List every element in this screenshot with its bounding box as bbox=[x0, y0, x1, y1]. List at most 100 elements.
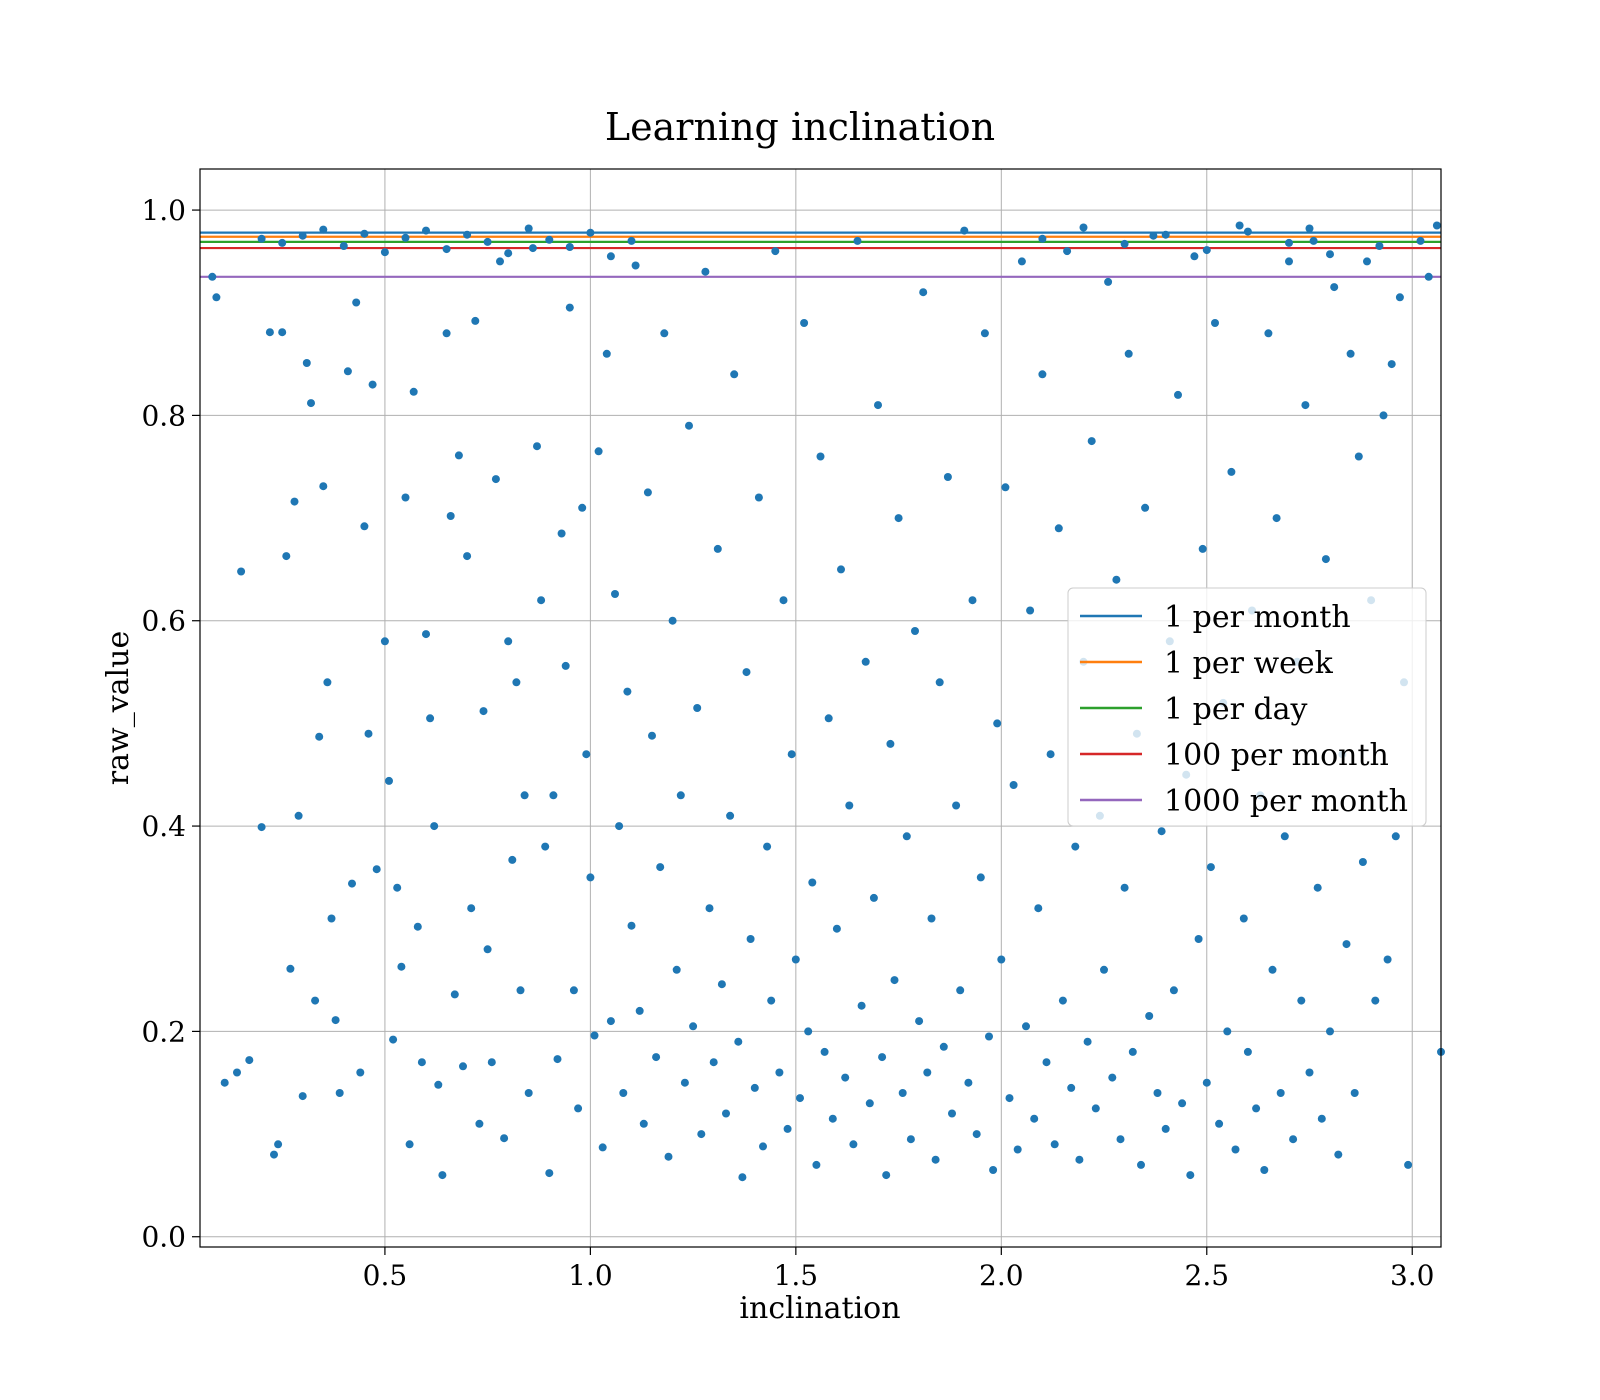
data-point bbox=[787, 750, 796, 759]
data-point bbox=[1174, 390, 1182, 399]
data-point bbox=[1330, 283, 1339, 292]
data-point bbox=[972, 1130, 981, 1139]
data-point bbox=[1346, 349, 1355, 358]
data-point bbox=[886, 739, 895, 748]
data-point bbox=[389, 1035, 398, 1044]
data-point bbox=[1120, 883, 1129, 892]
data-point bbox=[931, 1155, 940, 1164]
data-point bbox=[1416, 236, 1425, 245]
data-point bbox=[1252, 1104, 1261, 1113]
data-point bbox=[898, 1089, 907, 1097]
data-point bbox=[1391, 832, 1400, 841]
data-point bbox=[302, 359, 311, 367]
data-point bbox=[1223, 1027, 1232, 1036]
data-point bbox=[537, 596, 546, 605]
data-point bbox=[1091, 1104, 1100, 1113]
data-point bbox=[611, 590, 619, 598]
data-point bbox=[709, 1058, 718, 1067]
data-point bbox=[533, 442, 541, 451]
data-point bbox=[1005, 1094, 1014, 1103]
data-point bbox=[796, 1094, 804, 1103]
data-point bbox=[508, 855, 517, 864]
data-point bbox=[1169, 986, 1178, 995]
data-point bbox=[1046, 750, 1055, 759]
data-point bbox=[364, 729, 373, 738]
data-point bbox=[1050, 1140, 1059, 1149]
data-point bbox=[1120, 239, 1129, 248]
data-point bbox=[791, 955, 800, 964]
data-point bbox=[1038, 234, 1047, 243]
data-point bbox=[697, 1130, 706, 1139]
data-point bbox=[401, 493, 410, 502]
data-point bbox=[450, 990, 459, 999]
data-point bbox=[1354, 452, 1363, 461]
data-point bbox=[631, 261, 640, 270]
data-point bbox=[475, 1119, 484, 1128]
data-point bbox=[828, 1114, 837, 1123]
data-point bbox=[1153, 1089, 1162, 1097]
data-point bbox=[524, 224, 533, 233]
data-point bbox=[775, 1068, 784, 1077]
data-point bbox=[660, 329, 669, 338]
x-tick-label: 1.0 bbox=[568, 1259, 613, 1292]
data-point bbox=[1227, 467, 1236, 476]
data-point bbox=[483, 945, 492, 954]
data-point bbox=[890, 976, 899, 985]
data-point bbox=[680, 1078, 689, 1087]
data-point bbox=[528, 244, 537, 253]
data-point bbox=[1375, 242, 1384, 250]
data-point bbox=[1161, 230, 1170, 239]
data-point bbox=[1198, 544, 1207, 553]
data-point bbox=[1017, 257, 1026, 266]
data-point bbox=[968, 596, 977, 605]
data-point bbox=[1215, 1119, 1224, 1128]
data-point bbox=[545, 1169, 554, 1178]
data-point bbox=[717, 980, 726, 989]
data-point bbox=[865, 1099, 874, 1108]
data-point bbox=[1309, 236, 1318, 245]
y-tick-label: 0.6 bbox=[141, 605, 186, 638]
data-point bbox=[319, 225, 328, 234]
data-point bbox=[237, 567, 246, 576]
data-point bbox=[993, 719, 1002, 728]
data-point bbox=[500, 1134, 509, 1143]
data-point bbox=[685, 421, 693, 430]
data-point bbox=[520, 791, 529, 800]
data-point bbox=[837, 565, 845, 574]
data-point bbox=[894, 514, 903, 523]
data-point bbox=[985, 1032, 993, 1041]
data-point bbox=[491, 475, 500, 484]
data-point bbox=[1054, 524, 1063, 533]
data-point bbox=[750, 1083, 759, 1092]
data-point bbox=[290, 497, 299, 506]
data-point bbox=[713, 544, 722, 553]
data-point bbox=[278, 328, 287, 337]
data-point bbox=[643, 488, 652, 497]
data-point bbox=[430, 822, 439, 831]
data-point bbox=[639, 1119, 648, 1128]
data-point bbox=[385, 776, 393, 785]
data-point bbox=[919, 288, 928, 297]
data-point bbox=[348, 879, 356, 888]
data-point bbox=[935, 678, 944, 687]
data-point bbox=[726, 811, 735, 820]
data-point bbox=[1104, 277, 1113, 286]
data-point bbox=[1326, 250, 1334, 259]
y-tick-label: 1.0 bbox=[141, 194, 186, 227]
data-point bbox=[906, 1135, 915, 1144]
data-point bbox=[298, 231, 307, 240]
data-point bbox=[960, 226, 969, 235]
data-point bbox=[512, 678, 521, 687]
data-point bbox=[923, 1068, 932, 1077]
data-point bbox=[1211, 319, 1219, 327]
data-point bbox=[1305, 224, 1314, 233]
data-point bbox=[1379, 411, 1388, 420]
data-point bbox=[524, 1089, 533, 1097]
data-point bbox=[1264, 329, 1273, 338]
data-point bbox=[413, 922, 422, 931]
data-point bbox=[307, 399, 315, 408]
x-tick-label: 2.0 bbox=[979, 1259, 1024, 1292]
data-point bbox=[742, 668, 751, 677]
data-point bbox=[1071, 842, 1080, 851]
data-point bbox=[857, 1001, 866, 1010]
